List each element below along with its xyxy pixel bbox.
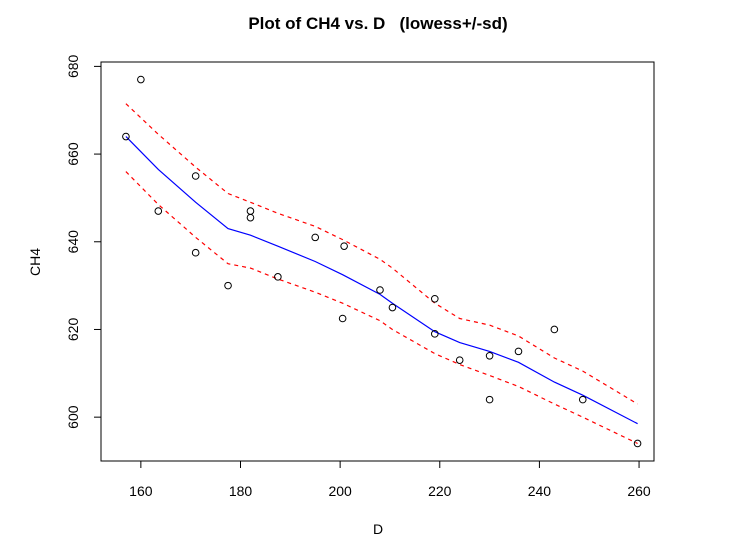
- data-point: [376, 286, 384, 294]
- data-point: [122, 132, 130, 141]
- data-point: [455, 356, 464, 364]
- lowess-line: [125, 136, 638, 425]
- y-axis-label: CH4: [27, 248, 43, 276]
- plot-frame: [100, 61, 655, 462]
- data-point: [154, 207, 163, 215]
- x-tick-label: 220: [428, 483, 452, 499]
- lower-sd-line: [125, 171, 638, 445]
- data-point: [430, 330, 439, 338]
- data-point: [224, 281, 232, 290]
- chart-title: Plot of CH4 vs. D (lowess+/-sd): [248, 14, 507, 33]
- x-tick-label: 260: [627, 483, 651, 499]
- data-point: [338, 314, 347, 323]
- x-axis-label: D: [373, 521, 383, 537]
- data-point: [311, 233, 320, 242]
- data-point: [246, 213, 255, 222]
- y-tick-label: 600: [65, 405, 81, 429]
- x-tick-label: 180: [229, 483, 253, 499]
- y-tick-label: 660: [65, 142, 81, 166]
- x-axis: 160 180 200 220 240 260: [129, 460, 651, 499]
- data-point: [137, 75, 145, 84]
- data-point: [578, 395, 587, 404]
- data-point: [550, 325, 559, 334]
- data-point: [340, 242, 348, 250]
- data-point: [191, 248, 200, 257]
- data-point: [485, 395, 494, 404]
- data-points: [122, 75, 642, 448]
- y-tick-label: 620: [65, 318, 81, 342]
- upper-sd-line: [125, 103, 638, 405]
- lowess-lines: [125, 103, 638, 445]
- data-point: [388, 303, 397, 312]
- x-tick-label: 200: [328, 483, 352, 499]
- data-point: [633, 439, 642, 448]
- data-point: [485, 351, 494, 360]
- x-tick-label: 160: [129, 483, 153, 499]
- y-tick-label: 680: [65, 54, 81, 78]
- data-point: [246, 207, 255, 215]
- x-tick-label: 240: [528, 483, 552, 499]
- y-tick-label: 640: [65, 230, 81, 254]
- data-point: [514, 347, 523, 356]
- data-point: [191, 172, 200, 180]
- data-point: [274, 273, 282, 281]
- data-point: [430, 294, 439, 303]
- y-axis: 600 620 640 660 680: [65, 54, 102, 429]
